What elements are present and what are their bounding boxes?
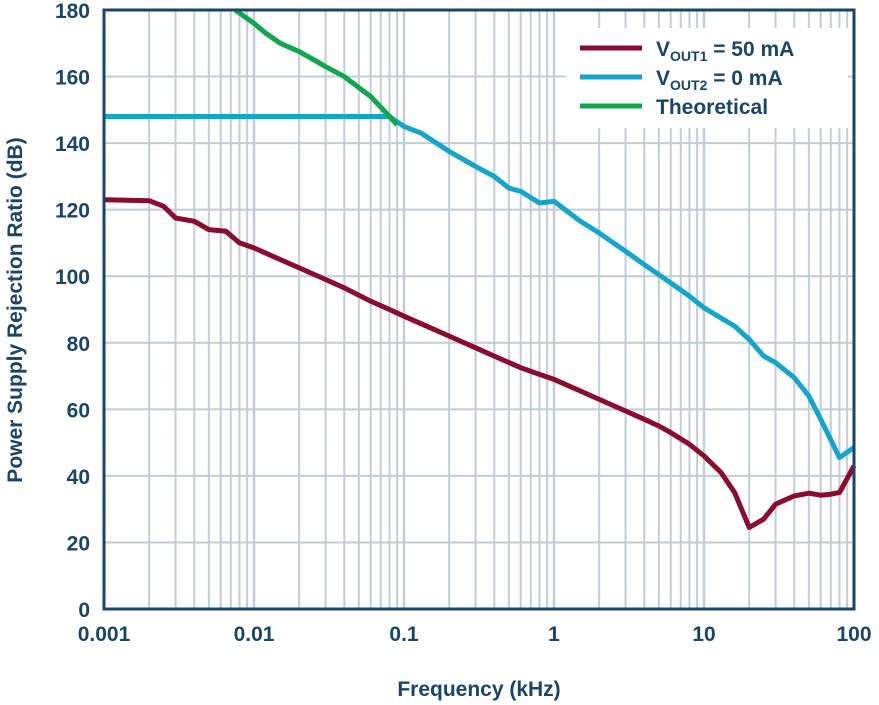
series-line-0 [103,197,857,530]
legend-label: VOUT2 = 0 mA [656,67,783,93]
x-tick-label: 0.001 [78,623,131,646]
plot-frame [102,8,856,611]
y-tick-label: 80 [67,333,90,356]
series-line-1 [104,114,856,461]
y-tick-labels: 0 20 40 60 80 100 120 140 160 180 [55,0,90,622]
legend-label: VOUT1 = 50 mA [656,38,794,64]
y-axis-title: Power Supply Rejection Ratio (dB) [4,137,27,482]
y-tick-label: 160 [55,67,90,90]
x-tick-labels: 0.001 0.01 0.1 1 10 100 [78,623,872,646]
x-tick-label: 1 [548,623,560,646]
series-lines [103,7,857,530]
grid [104,10,854,609]
y-tick-label: 180 [55,0,90,23]
x-tick-label: 100 [836,623,871,646]
y-tick-label: 0 [78,599,90,622]
legend-label: Theoretical [656,96,768,119]
series-line-2 [233,7,399,127]
y-tick-label: 60 [67,399,90,422]
y-tick-label: 120 [55,200,90,223]
x-tick-label: 10 [692,623,715,646]
x-tick-label: 0.1 [389,623,419,646]
y-tick-label: 100 [55,266,90,289]
y-tick-label: 40 [67,466,90,489]
x-tick-label: 0.01 [234,623,275,646]
y-tick-label: 20 [67,532,90,555]
legend: VOUT1 = 50 mA VOUT2 = 0 mA Theoretical [566,28,848,128]
y-tick-label: 140 [55,133,90,156]
x-axis-title: Frequency (kHz) [397,678,560,701]
